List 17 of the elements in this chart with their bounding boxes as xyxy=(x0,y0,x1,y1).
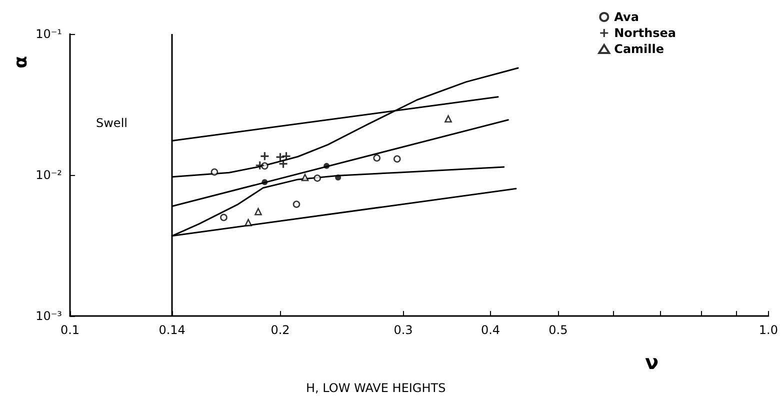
x-axis-title: ν xyxy=(645,350,659,374)
annotation: Swell xyxy=(96,116,128,130)
x-tick-label: 0.1 xyxy=(60,323,80,337)
x-tick-label: 0.3 xyxy=(394,323,413,337)
x-tick-label: 1.0 xyxy=(758,323,778,337)
y-tick-label: 10⁻¹ xyxy=(36,27,62,41)
y-axis-title: α xyxy=(10,56,32,68)
x-tick-label: 0.14 xyxy=(158,323,186,337)
legend-label: Camille xyxy=(614,42,664,56)
x-tick-label: 0.4 xyxy=(480,323,500,337)
legend-label: Ava xyxy=(614,10,639,24)
legend-label: Northsea xyxy=(614,26,676,40)
text: H, LOW WAVE HEIGHTS xyxy=(306,381,446,395)
x-tick-label: 0.2 xyxy=(270,323,290,337)
y-tick-label: 10⁻² xyxy=(36,168,62,182)
y-tick-label: 10⁻³ xyxy=(36,309,62,323)
x-tick-label: 0.5 xyxy=(548,323,568,337)
